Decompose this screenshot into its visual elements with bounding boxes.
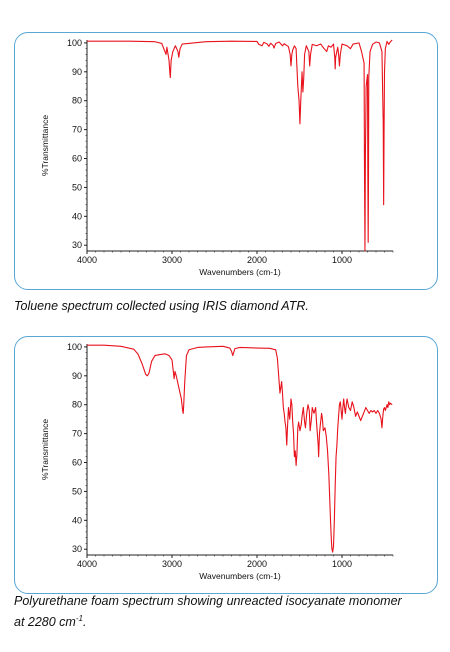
polyurethane-y-tick-label: 80: [72, 400, 82, 410]
polyurethane-y-tick-label: 40: [72, 515, 82, 525]
polyurethane-x-tick-label: 3000: [162, 559, 182, 569]
polyurethane-caption: Polyurethane foam spectrum showing unrea…: [14, 593, 438, 631]
toluene-y-tick-label: 70: [72, 125, 82, 135]
polyurethane-chart-panel: 100 90 80 70 60 50 40 30 4000 3000 2000 1000 Wavenum…: [14, 336, 438, 594]
polyurethane-caption-line2: at 2280 cm: [14, 615, 76, 630]
toluene-caption: Toluene spectrum collected using IRIS di…: [14, 299, 309, 313]
polyurethane-y-tick-label: 30: [72, 544, 82, 554]
toluene-y-tick-label: 80: [72, 96, 82, 106]
polyurethane-caption-line1: Polyurethane foam spectrum showing unrea…: [14, 594, 402, 608]
toluene-y-tick-label: 100: [67, 38, 82, 48]
toluene-y-tick-label: 60: [72, 154, 82, 164]
polyurethane-y-axis-label: %Transmittance: [40, 419, 50, 480]
toluene-x-tick-label: 1000: [332, 255, 352, 265]
polyurethane-y-tick-label: 60: [72, 458, 82, 468]
polyurethane-caption-sup: -1: [75, 614, 83, 623]
polyurethane-x-tick-label: 1000: [332, 559, 352, 569]
toluene-chart-panel: 100 90 80 70 60 50 40 30 4000 3000 2000 1000 Wavenum…: [14, 32, 438, 290]
toluene-y-tick-label: 40: [72, 211, 82, 221]
polyurethane-caption-end: .: [82, 615, 87, 630]
polyurethane-x-tick-label: 2000: [247, 559, 267, 569]
polyurethane-y-tick-label: 100: [67, 342, 82, 352]
toluene-y-tick-label: 30: [72, 240, 82, 250]
toluene-spectrum-chart: 100 90 80 70 60 50 40 30 4000 3000 2000 1000 Wavenum…: [40, 38, 394, 277]
toluene-x-tick-label: 3000: [162, 255, 182, 265]
polyurethane-x-tick-label: 4000: [77, 559, 97, 569]
toluene-x-tick-label: 2000: [247, 255, 267, 265]
toluene-y-tick-label: 50: [72, 182, 82, 192]
toluene-spectrum-line: [87, 39, 393, 252]
toluene-y-axis-label: %Transmittance: [40, 115, 50, 176]
polyurethane-y-tick-label: 70: [72, 429, 82, 439]
polyurethane-y-tick-label: 90: [72, 371, 82, 381]
toluene-x-axis-label: Wavenumbers (cm-1): [199, 267, 281, 277]
polyurethane-x-axis-label: Wavenumbers (cm-1): [199, 571, 281, 581]
toluene-y-tick-label: 90: [72, 67, 82, 77]
toluene-x-tick-label: 4000: [77, 255, 97, 265]
polyurethane-y-tick-label: 50: [72, 486, 82, 496]
polyurethane-spectrum-line: [87, 344, 393, 553]
polyurethane-spectrum-chart: 100 90 80 70 60 50 40 30 4000 3000 2000 1000 Wavenum…: [40, 342, 394, 581]
